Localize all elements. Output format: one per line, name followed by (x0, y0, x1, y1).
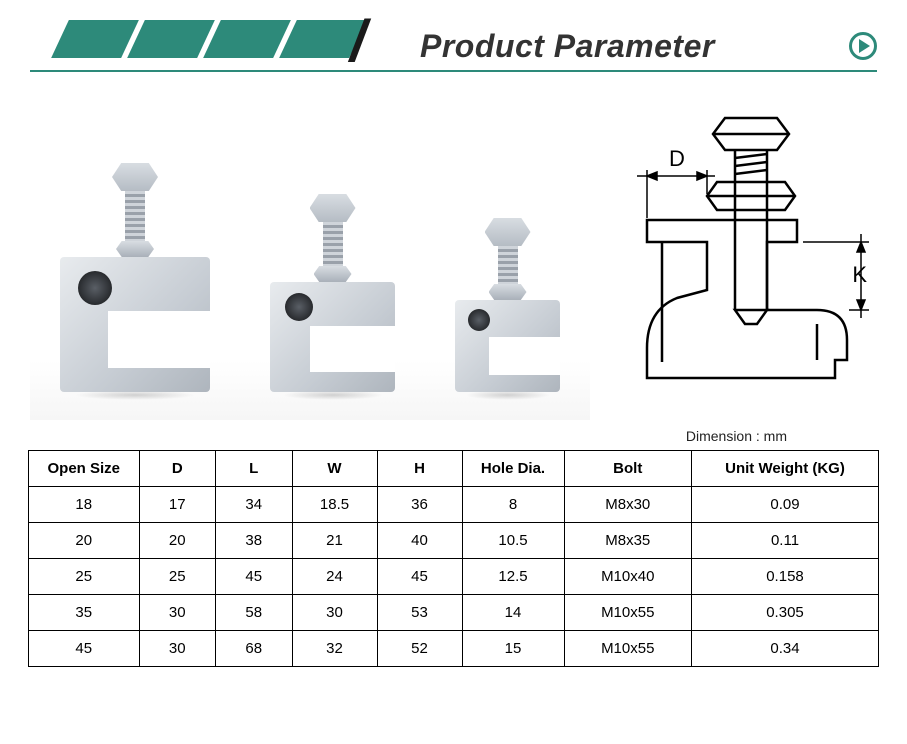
table-header-cell: L (216, 451, 293, 487)
table-header-cell: Hole Dia. (462, 451, 564, 487)
table-cell: 30 (139, 631, 216, 667)
image-area: D K Dimension : mm (0, 100, 907, 440)
table-header-cell: Bolt (564, 451, 692, 487)
table-cell: 25 (29, 559, 140, 595)
table-cell: M8x35 (564, 523, 692, 559)
table-header-cell: Unit Weight (KG) (692, 451, 879, 487)
technical-diagram: D K (617, 110, 877, 420)
clamp-illustration (455, 218, 560, 400)
parameter-table: Open SizeDLWHHole Dia.BoltUnit Weight (K… (28, 450, 879, 667)
table-cell: 14 (462, 595, 564, 631)
table-row: 202038214010.5M8x350.11 (29, 523, 879, 559)
table-cell: 34 (216, 487, 293, 523)
diagram-label-k: K (852, 262, 867, 287)
table-row: 18173418.5368M8x300.09 (29, 487, 879, 523)
product-photo (30, 120, 590, 420)
table-cell: M8x30 (564, 487, 692, 523)
table-cell: M10x55 (564, 595, 692, 631)
table-cell: 30 (292, 595, 377, 631)
table-cell: 0.305 (692, 595, 879, 631)
dimension-note: Dimension : mm (686, 428, 787, 444)
table-cell: 0.34 (692, 631, 879, 667)
table-cell: 36 (377, 487, 462, 523)
parallelogram (203, 20, 291, 58)
table-cell: 35 (29, 595, 140, 631)
table-cell: 53 (377, 595, 462, 631)
play-icon (849, 32, 877, 60)
table-header-cell: W (292, 451, 377, 487)
clamp-illustration (270, 194, 395, 400)
table-cell: 32 (292, 631, 377, 667)
table-cell: 0.09 (692, 487, 879, 523)
table-cell: M10x40 (564, 559, 692, 595)
table-row: 453068325215M10x550.34 (29, 631, 879, 667)
table-cell: 21 (292, 523, 377, 559)
page-title: Product Parameter (420, 28, 715, 65)
clamp-illustration (60, 163, 210, 400)
table-cell: M10x55 (564, 631, 692, 667)
table-cell: 0.158 (692, 559, 879, 595)
table-cell: 17 (139, 487, 216, 523)
table-cell: 45 (216, 559, 293, 595)
table-cell: 20 (29, 523, 140, 559)
table-cell: 58 (216, 595, 293, 631)
divider (30, 70, 877, 72)
table-cell: 24 (292, 559, 377, 595)
table-header-cell: H (377, 451, 462, 487)
header-decoration (60, 20, 358, 58)
table-header-cell: Open Size (29, 451, 140, 487)
table-cell: 30 (139, 595, 216, 631)
table-cell: 18.5 (292, 487, 377, 523)
table-header-row: Open SizeDLWHHole Dia.BoltUnit Weight (K… (29, 451, 879, 487)
diagram-label-d: D (669, 146, 685, 171)
parameter-table-wrap: Open SizeDLWHHole Dia.BoltUnit Weight (K… (0, 440, 907, 667)
table-cell: 25 (139, 559, 216, 595)
table-cell: 10.5 (462, 523, 564, 559)
parallelogram (127, 20, 215, 58)
table-header-cell: D (139, 451, 216, 487)
table-cell: 18 (29, 487, 140, 523)
diagram-svg: D K (617, 110, 877, 420)
table-cell: 8 (462, 487, 564, 523)
table-row: 353058305314M10x550.305 (29, 595, 879, 631)
table-row: 252545244512.5M10x400.158 (29, 559, 879, 595)
table-cell: 45 (29, 631, 140, 667)
table-cell: 45 (377, 559, 462, 595)
table-cell: 0.11 (692, 523, 879, 559)
table-cell: 40 (377, 523, 462, 559)
table-cell: 38 (216, 523, 293, 559)
table-cell: 52 (377, 631, 462, 667)
table-cell: 20 (139, 523, 216, 559)
table-cell: 15 (462, 631, 564, 667)
table-cell: 68 (216, 631, 293, 667)
parallelogram (51, 20, 139, 58)
table-cell: 12.5 (462, 559, 564, 595)
header: / Product Parameter (0, 0, 907, 100)
slash-decoration: / (350, 8, 366, 75)
